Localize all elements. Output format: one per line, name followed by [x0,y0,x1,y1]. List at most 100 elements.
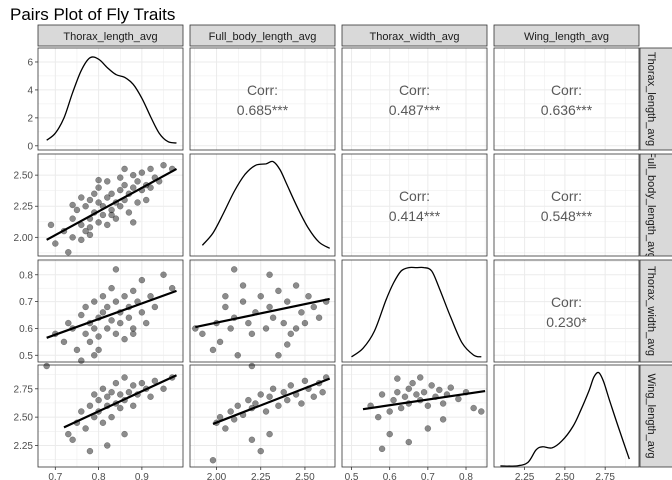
scatter-point [266,271,273,278]
y-tick-label: 6 [27,57,33,68]
scatter-point [151,303,159,311]
scatter-point [108,284,115,292]
scatter-point [292,325,300,332]
scatter-point [275,287,282,295]
scatter-point [394,389,401,396]
strip-label: Full_body_length_avg [645,151,657,259]
scatter-point [257,447,264,455]
scatter-point [86,338,94,346]
scatter-point [121,430,128,438]
panel-border [37,364,184,468]
scatter-point [99,419,107,426]
panel-border [189,259,336,363]
scatter-point [470,404,477,412]
corr-label: Corr: [551,188,582,204]
scatter-point [301,377,309,385]
scatter-point [413,391,420,398]
strip-label: Wing_length_avg [524,31,609,43]
scatter-point [378,391,386,398]
panel-background [190,48,335,150]
panel-background [342,48,487,150]
scatter-point [160,161,167,169]
scatter-point [130,219,137,226]
scatter-point [65,319,72,327]
scatter-point [91,352,98,359]
scatter-point [216,338,224,346]
column-strip: Thorax_width_avg [341,24,488,47]
panel-border [493,153,640,257]
strip-background [37,24,184,47]
scatter-point [409,379,416,387]
scatter-point [298,309,305,316]
scatter-point [43,362,50,370]
scatter-points [209,374,330,464]
x-tick-label: 2.00 [207,472,227,480]
scatter-point [234,352,241,359]
scatter-point [112,379,120,387]
x-tick-label: 0.5 [345,472,359,480]
fit-line [195,297,330,329]
scatter-point [138,309,146,316]
scatter-point [82,203,89,210]
scatter-point [78,408,85,415]
panel-background [38,365,183,467]
scatter-point [86,224,94,231]
panel-background [38,260,183,362]
scatter-point [95,346,102,354]
scatter-point [99,309,107,316]
scatter-point [390,396,397,404]
corr-label: Corr: [399,82,430,98]
scatter-point [315,314,323,321]
row-strip-text-group: Thorax_width_avg [645,266,657,356]
x-tick-label: 2.50 [295,472,315,480]
scatter-point [73,346,81,354]
scatter-point [280,389,287,396]
scatter-point [104,303,111,311]
fit-line [46,289,177,339]
panel-background [38,48,183,150]
scatter-point [305,293,312,300]
scatter-point [436,386,443,394]
corr-label: Corr: [551,82,582,98]
scatter-point [275,352,282,359]
scatter-point [117,203,124,210]
scatter-point [143,196,150,204]
panel [37,364,184,468]
panel [493,364,640,468]
scatter-point [209,346,217,354]
scatter-point [86,447,94,455]
scatter-point [269,385,277,392]
scatter-point [130,382,137,389]
strip-label: Thorax_length_avg [645,52,657,146]
scatter-point [91,325,98,332]
strip-label: Thorax_width_avg [370,31,460,43]
density-curve [201,160,331,249]
scatter-point [47,221,55,229]
scatter-point [262,325,270,332]
scatter-point [95,184,102,191]
column-strip: Wing_length_avg [493,24,640,47]
panel-background [494,260,639,362]
scatter-point [275,402,282,409]
corr-value: 0.685*** [237,102,289,118]
x-tick-label: 0.9 [135,472,149,480]
y-tick-label: 2.25 [14,202,34,213]
strip-background [639,47,672,151]
scatter-point [248,330,256,338]
fit-line [63,374,177,429]
scatter-point [478,408,485,415]
scatter-point [386,430,393,438]
x-tick-label: 2.25 [515,472,535,480]
scatter-point [420,389,428,396]
corr-value: 0.548*** [541,208,593,224]
scatter-point [298,400,305,407]
scatter-points [43,266,176,370]
y-tick-label: 0.8 [19,270,33,281]
scatter-point [78,194,85,201]
column-strip: Thorax_length_avg [37,24,184,47]
x-tick-label: 2.75 [595,472,615,480]
y-tick-label: 2.25 [14,441,34,452]
scatter-point [108,211,115,219]
scatter-point [266,393,273,400]
scatter-point [234,402,241,409]
